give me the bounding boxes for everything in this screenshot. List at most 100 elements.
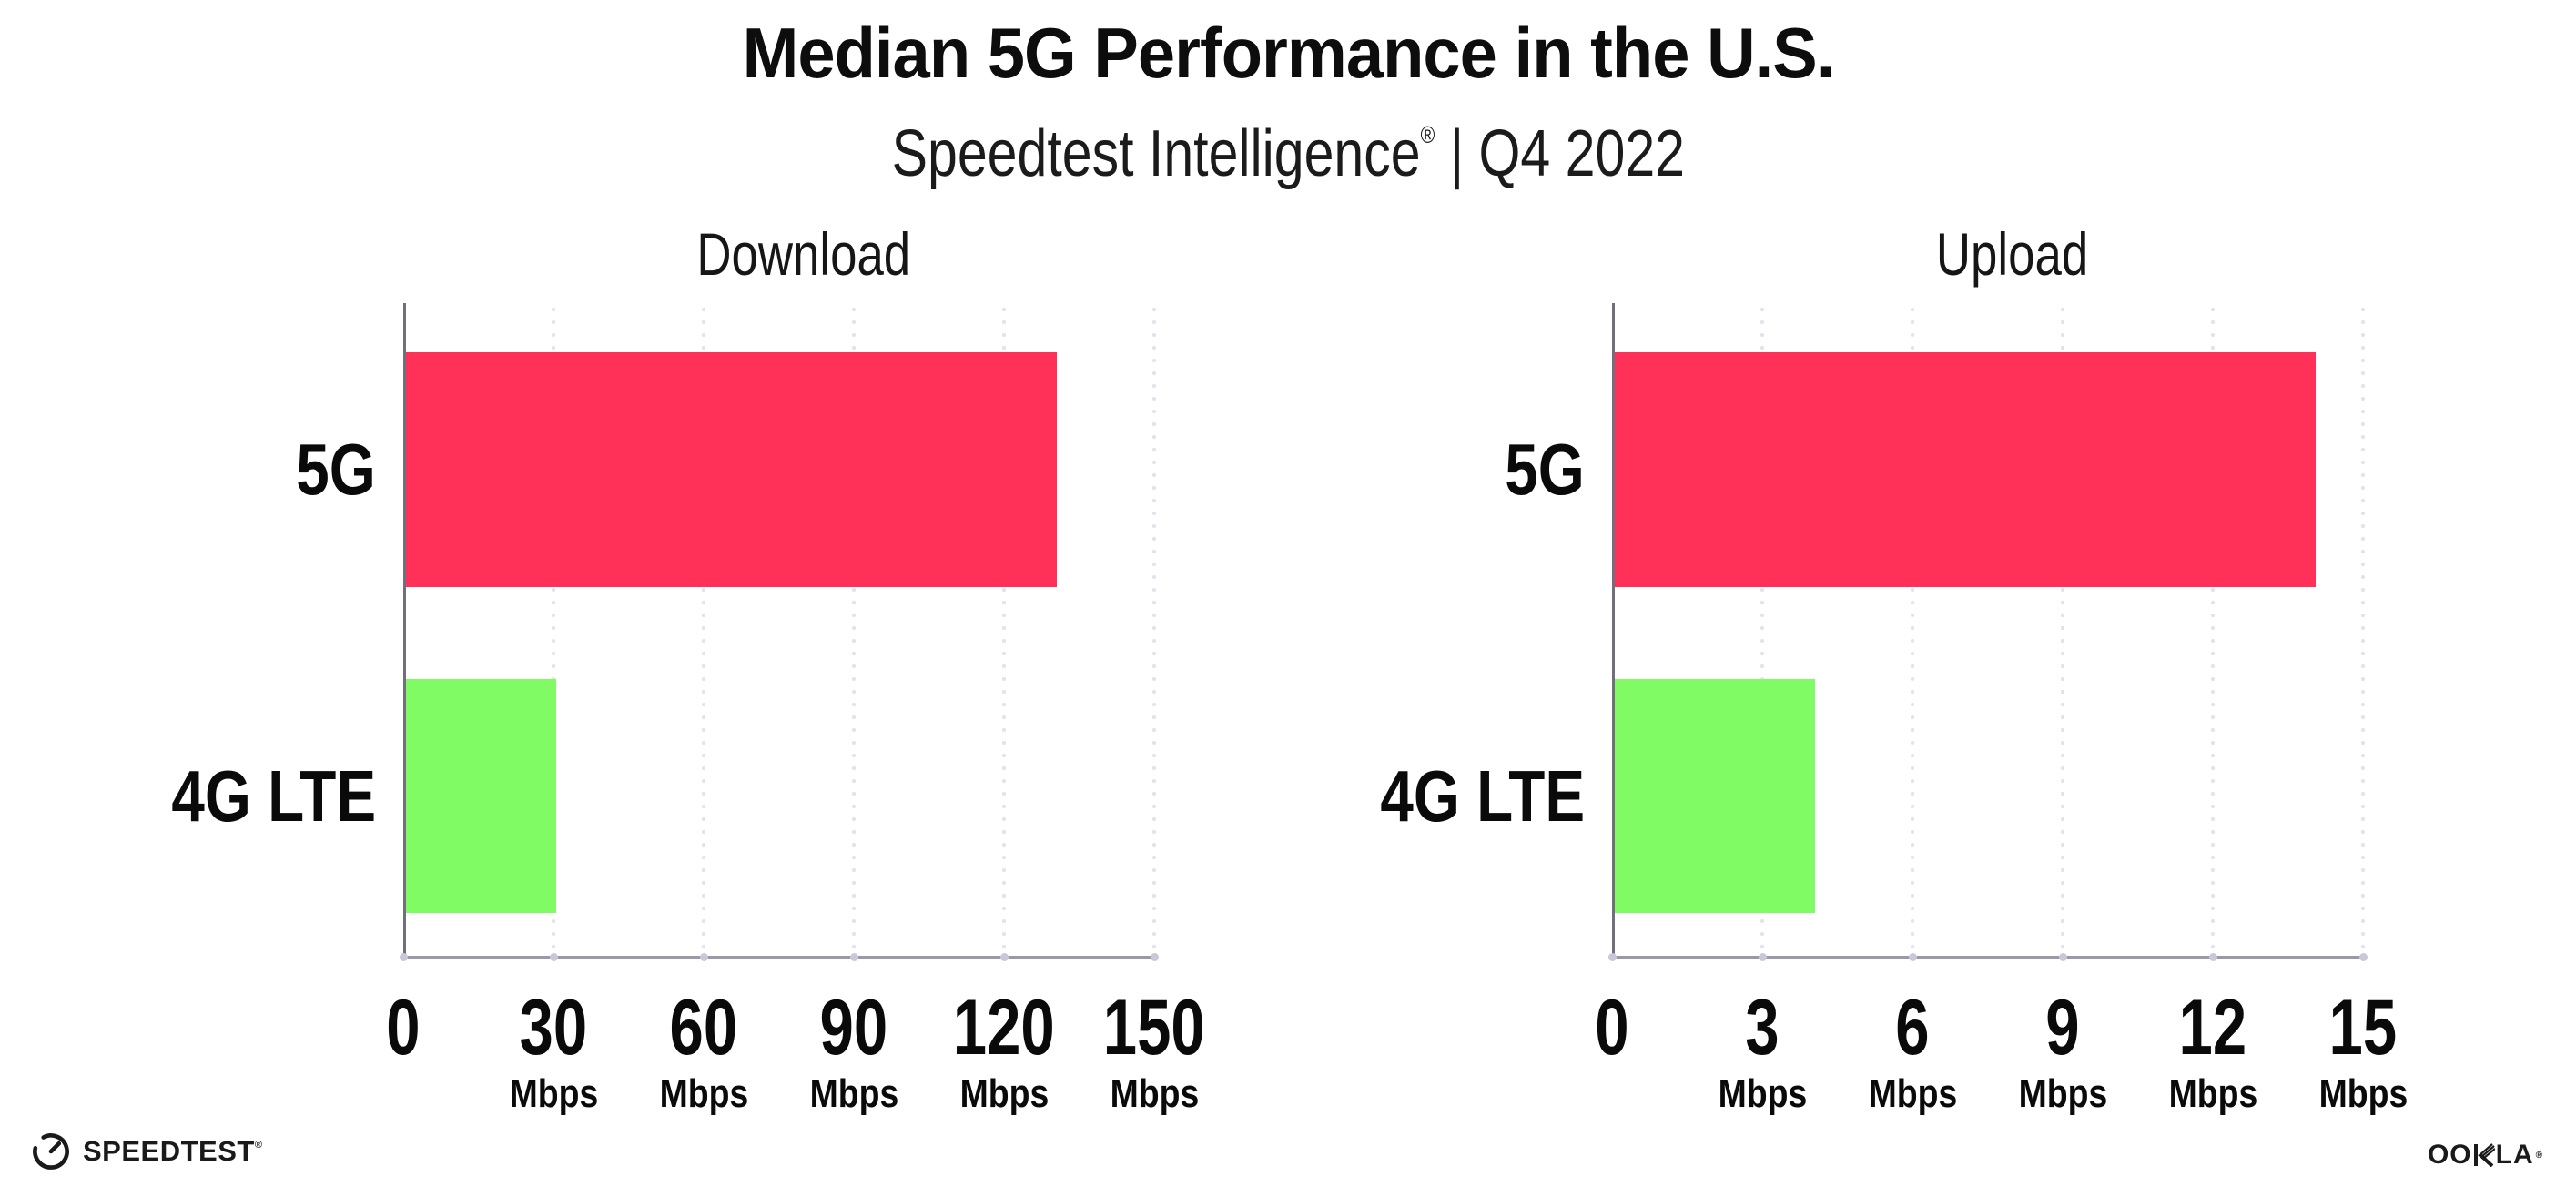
tick-dot-9: [2059, 953, 2067, 961]
x-axis-download: [403, 956, 1157, 959]
x-tick-value: 120: [953, 984, 1055, 1071]
subtitle: Speedtest Intelligence® | Q4 2022: [0, 95, 2576, 194]
x-tick-value: 6: [1895, 984, 1930, 1071]
x-tick-unit: Mbps: [622, 1071, 786, 1117]
gridline-3-mbps: [1760, 303, 1764, 959]
x-tick-value: 90: [819, 984, 888, 1071]
speedtest-logo: SPEEDTEST®: [31, 1131, 262, 1172]
page-title-text: Median 5G Performance in the U.S.: [742, 13, 1835, 93]
x-tick-value: 12: [2178, 984, 2247, 1071]
x-tick-upload-15: 15 Mbps: [2281, 988, 2445, 1117]
x-tick-value: 30: [519, 984, 588, 1071]
speedtest-wordmark: SPEEDTEST: [83, 1135, 255, 1167]
gridline-150-mbps: [1152, 303, 1156, 959]
gridline-90-mbps: [852, 303, 856, 959]
gridline-9-mbps: [2061, 303, 2064, 959]
speedtest-registered-mark: ®: [254, 1140, 263, 1151]
bar-upload-4g-lte: [1615, 679, 1815, 913]
tick-dot-0: [1608, 953, 1617, 961]
x-tick-unit-text: Mbps: [1110, 1071, 1199, 1116]
gridline-60-mbps: [702, 303, 705, 959]
plot-upload: [1608, 303, 2413, 961]
ookla-wordmark-right: LA: [2495, 1140, 2534, 1170]
x-tick-unit: Mbps: [772, 1071, 936, 1117]
x-tick-unit: Mbps: [2281, 1071, 2445, 1117]
page-title: Median 5G Performance in the U.S.: [0, 9, 2576, 96]
y-axis-download: [403, 303, 406, 959]
gridline-30-mbps: [552, 303, 555, 959]
x-tick-unit: Mbps: [1981, 1071, 2145, 1117]
tick-dot-15: [2359, 953, 2368, 961]
x-tick-unit-text: Mbps: [659, 1071, 748, 1116]
tick-dot-3: [1759, 953, 1767, 961]
x-tick-upload-6: 6 Mbps: [1831, 988, 1994, 1117]
gridline-12-mbps: [2211, 303, 2215, 959]
category-label-text: 4G LTE: [171, 755, 376, 837]
x-tick-label: 60: [622, 988, 786, 1068]
x-tick-unit-text: Mbps: [1868, 1071, 1957, 1116]
x-tick-unit-text: Mbps: [1718, 1071, 1807, 1116]
x-tick-unit: Mbps: [1680, 1071, 1844, 1117]
ookla-wordmark-left: OO: [2427, 1140, 2472, 1170]
gridline-15-mbps: [2361, 303, 2365, 959]
x-tick-unit-text: Mbps: [2018, 1071, 2107, 1116]
x-tick-unit-text: Mbps: [2168, 1071, 2257, 1116]
x-axis-upload: [1612, 956, 2366, 959]
chart-title-upload: Upload: [1612, 222, 2413, 286]
x-tick-upload-3: 3 Mbps: [1680, 988, 1844, 1117]
tick-dot-60: [700, 953, 708, 961]
category-label-text: 5G: [296, 429, 376, 510]
bar-download-4g-lte: [406, 679, 556, 913]
x-tick-unit: Mbps: [472, 1071, 635, 1117]
x-tick-download-150: 150 Mbps: [1072, 988, 1236, 1117]
x-tick-download-120: 120 Mbps: [922, 988, 1086, 1117]
x-tick-upload-12: 12 Mbps: [2131, 988, 2295, 1117]
x-tick-value: 0: [1595, 984, 1629, 1071]
category-label-download-4g-lte: 4G LTE: [76, 755, 376, 838]
tick-dot-6: [1909, 953, 1917, 961]
gridline-120-mbps: [1002, 303, 1006, 959]
plot-download: [400, 303, 1204, 961]
x-tick-label: 9: [1981, 988, 2145, 1068]
tick-dot-150: [1151, 953, 1159, 961]
x-tick-unit: Mbps: [1831, 1071, 1994, 1117]
tick-dot-0: [400, 953, 408, 961]
x-tick-unit: Mbps: [1072, 1071, 1236, 1117]
x-tick-upload-9: 9 Mbps: [1981, 988, 2145, 1117]
subtitle-brand: Speedtest Intelligence: [891, 117, 1421, 190]
subtitle-period: | Q4 2022: [1435, 117, 1685, 190]
x-tick-value: 15: [2328, 984, 2398, 1071]
y-axis-upload: [1612, 303, 1615, 959]
tick-dot-30: [550, 953, 558, 961]
x-tick-value: 0: [386, 984, 421, 1071]
tick-dot-90: [850, 953, 858, 961]
ookla-registered-mark: ®: [2535, 1150, 2543, 1161]
speedtest-gauge-icon: [33, 1133, 69, 1170]
category-label-upload-4g-lte: 4G LTE: [1284, 755, 1585, 838]
x-tick-value: 3: [1745, 984, 1780, 1071]
tick-dot-120: [1000, 953, 1009, 961]
category-label-text: 4G LTE: [1380, 755, 1585, 837]
x-tick-unit-text: Mbps: [509, 1071, 598, 1116]
x-tick-value: 60: [669, 984, 738, 1071]
x-tick-download-0: 0: [321, 988, 485, 1068]
x-tick-download-30: 30 Mbps: [472, 988, 635, 1117]
bar-upload-5g: [1615, 352, 2316, 587]
x-tick-unit-text: Mbps: [959, 1071, 1049, 1116]
chart-title-text: Download: [696, 220, 911, 288]
x-tick-download-60: 60 Mbps: [622, 988, 786, 1117]
x-tick-label: 12: [2131, 988, 2295, 1068]
x-tick-label: 30: [472, 988, 635, 1068]
ookla-k-icon: [2473, 1143, 2495, 1167]
x-tick-label: 15: [2281, 988, 2445, 1068]
category-label-text: 5G: [1505, 429, 1585, 510]
x-tick-unit-text: Mbps: [809, 1071, 898, 1116]
x-tick-label: 120: [922, 988, 1086, 1068]
registered-mark: ®: [1420, 121, 1435, 148]
chart-title-download: Download: [403, 222, 1204, 286]
ookla-logo: OO LA ®: [2428, 1140, 2543, 1171]
chart-title-text: Upload: [1936, 220, 2089, 288]
x-tick-upload-0: 0: [1530, 988, 1694, 1068]
x-tick-label: 0: [321, 988, 485, 1068]
